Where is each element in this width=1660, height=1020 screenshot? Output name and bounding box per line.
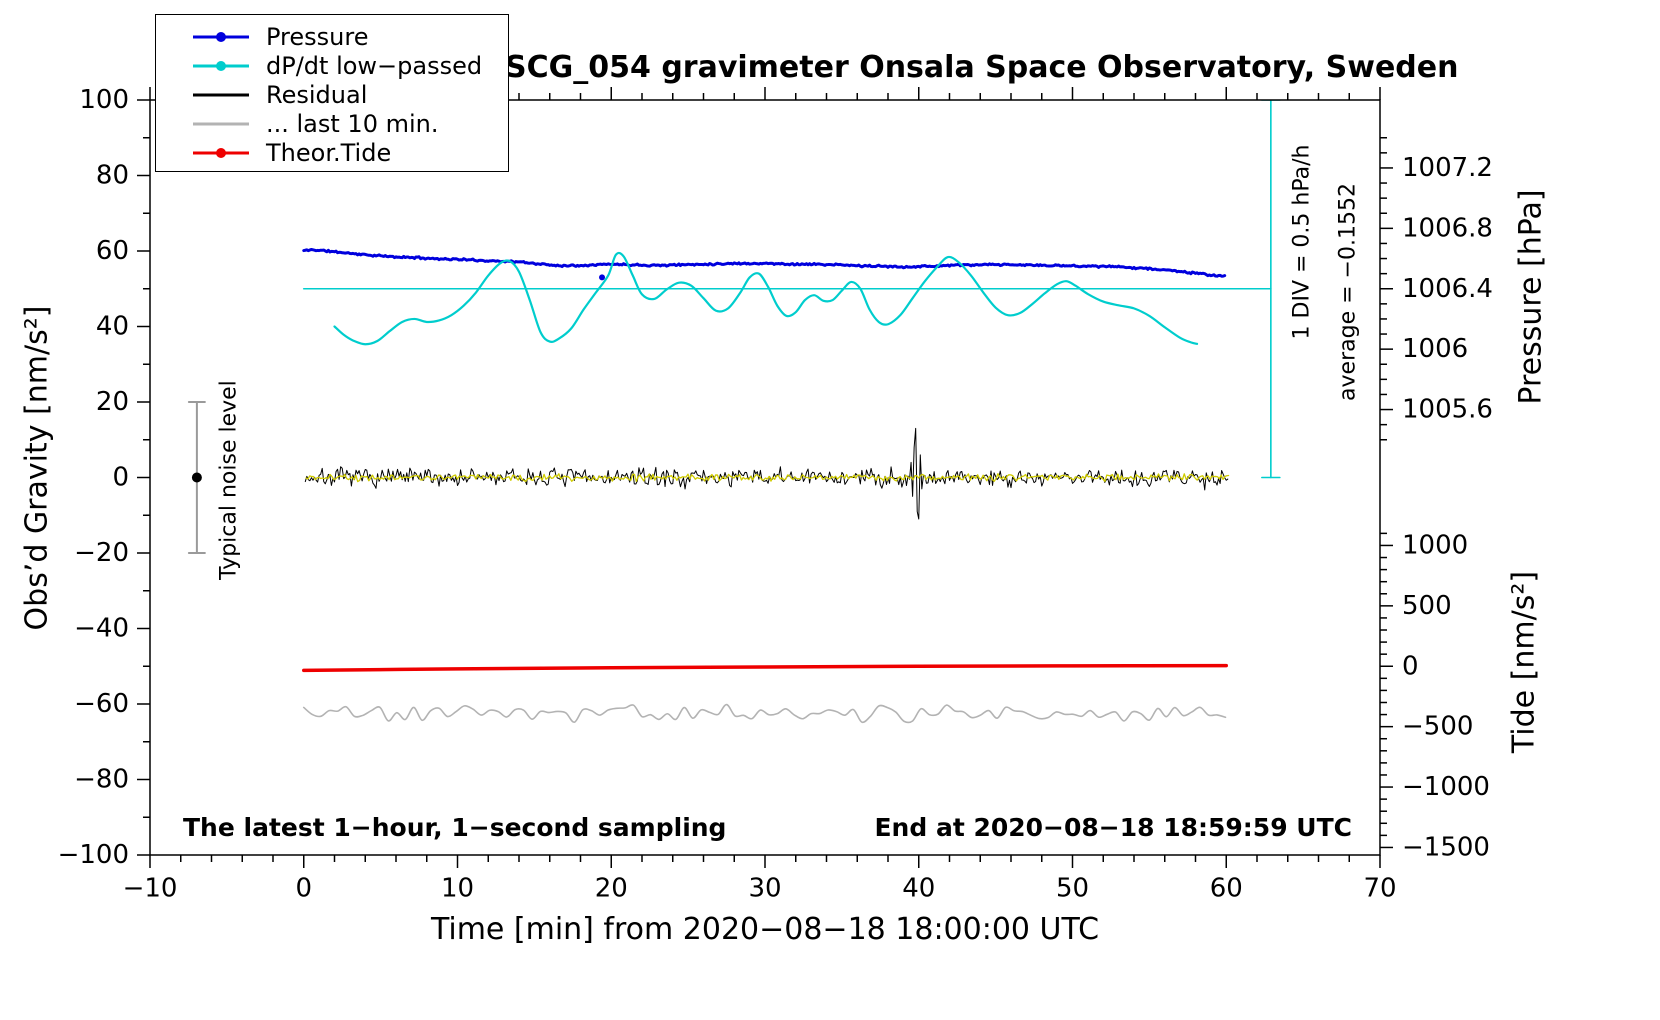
x-tick-label: 0 [295,873,312,903]
legend-swatch-theortide-icon [193,147,249,158]
gravity-tick-label: 80 [96,161,129,191]
legend-item-residual: Residual [156,80,508,109]
legend-swatch-dpdt-icon [193,60,249,71]
x-tick-label: 40 [902,873,935,903]
tide-axis-label: Tide [nm/s²] [1506,570,1542,754]
pressure-tick-label: 1007.2 [1402,153,1493,183]
x-tick-label: 50 [1056,873,1089,903]
gravity-tick-label: 60 [96,236,129,266]
gravity-tick-label: −80 [74,765,129,795]
legend-item-pressure: Pressure [156,22,508,51]
average-note: average = −0.1552 [1335,183,1361,401]
gravity-tick-label: 100 [79,85,129,115]
pressure-tick-label: 1006 [1402,334,1468,364]
gravity-tick-label: −60 [74,689,129,719]
legend-item-label: ... last 10 min. [266,109,439,138]
plot-frame [149,99,1381,856]
pressure-tick-label: 1006.4 [1402,274,1493,304]
tide-tick-label: 500 [1402,591,1452,621]
left-axis-label: Obs’d Gravity [nm/s²] [19,305,55,631]
x-tick-label: 30 [748,873,781,903]
x-tick-label: 20 [595,873,628,903]
sampling-note: The latest 1−hour, 1−second sampling [183,813,727,842]
x-tick-label: 60 [1210,873,1243,903]
legend-swatch-pressure-icon [193,31,249,42]
legend-item-label: Theor.Tide [266,138,392,167]
x-tick-label: −10 [123,873,178,903]
gravity-tick-label: 20 [96,387,129,417]
end-time-note: End at 2020−08−18 18:59:59 UTC [874,813,1352,842]
gravity-tick-label: −100 [58,840,129,870]
legend-swatch-last10-icon [193,122,249,125]
tide-tick-label: 1000 [1402,530,1468,560]
legend-item-dpdt: dP/dt low−passed [156,51,508,80]
legend-item-theortide: Theor.Tide [156,138,508,167]
div-scale-note: 1 DIV = 0.5 hPa/h [1289,144,1315,340]
legend-item-label: Residual [266,80,368,109]
tide-tick-label: −1500 [1402,832,1490,862]
pressure-axis-label: Pressure [hPa] [1513,189,1549,405]
pressure-tick-label: 1005.6 [1402,395,1493,425]
legend-item-label: Pressure [266,22,369,51]
gravity-tick-label: 0 [112,463,129,493]
x-tick-label: 10 [441,873,474,903]
x-tick-label: 70 [1363,873,1396,903]
gravity-tick-label: 40 [96,312,129,342]
chart-title: SCG_054 gravimeter Onsala Space Observat… [505,50,1459,85]
tide-tick-label: 0 [1402,651,1419,681]
legend-item-label: dP/dt low−passed [266,51,483,80]
legend-item-last10: ... last 10 min. [156,109,508,138]
legend-items: Pressure dP/dt low−passed Residual... last… [156,22,508,167]
tide-tick-label: −1000 [1402,772,1490,802]
pressure-tick-label: 1006.8 [1402,213,1493,243]
legend: Pressure dP/dt low−passed Residual... last… [155,14,509,172]
gravity-tick-label: −20 [74,538,129,568]
x-axis-label: Time [min] from 2020−08−18 18:00:00 UTC [430,912,1100,947]
gravity-tick-label: −40 [74,614,129,644]
pressure-outlier-dot [599,274,606,281]
legend-swatch-residual-icon [193,93,249,96]
noise-level-dot [191,472,202,483]
tide-tick-label: −500 [1402,712,1473,742]
noise-level-label: Typical noise level [216,380,242,580]
series-layer [302,100,1281,724]
